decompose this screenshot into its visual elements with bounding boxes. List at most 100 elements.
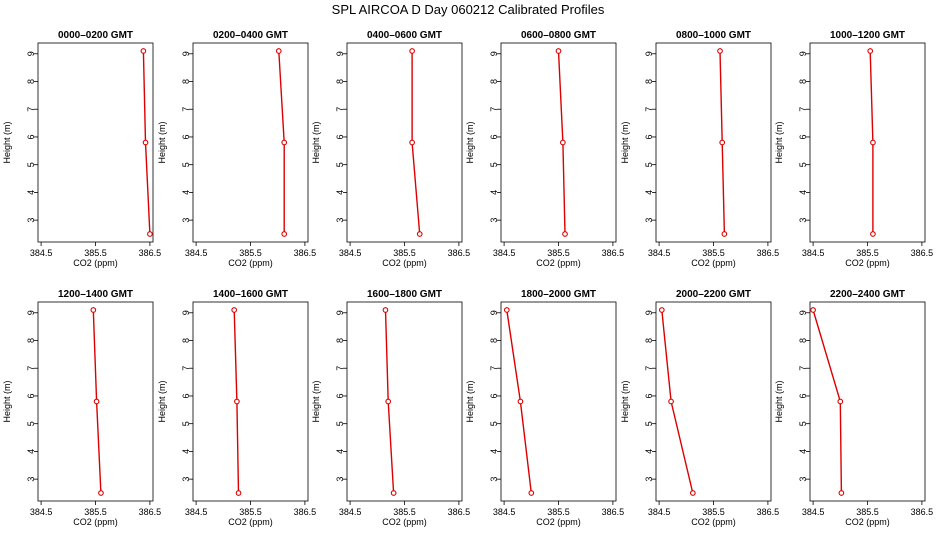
y-tick-label: 7 [335,366,345,371]
x-tick-label: 386.5 [448,507,471,517]
x-tick-label: 384.5 [802,248,825,258]
data-point [90,307,97,313]
x-tick-label: 386.5 [139,248,162,258]
data-point [717,48,723,54]
x-axis-label: CO2 (ppm) [382,517,427,527]
profile-line [812,309,843,494]
data-point [235,490,242,496]
y-tick-label: 7 [798,107,808,112]
data-point [142,139,149,146]
y-axis-label: Height (m) [465,121,475,163]
x-tick-label: 384.5 [648,507,671,517]
x-axis-label: CO2 (ppm) [691,517,736,527]
y-tick-label: 7 [798,366,808,371]
x-tick-label: 384.5 [30,507,53,517]
x-axis-label: CO2 (ppm) [382,258,427,268]
data-point [810,307,816,313]
y-tick-label: 8 [181,79,191,84]
x-axis-label: CO2 (ppm) [228,258,273,268]
y-tick-label: 6 [26,393,36,398]
panel-title: 1200–1400 GMT [58,289,133,300]
plot-frame [346,301,463,502]
x-tick-label: 386.5 [294,248,317,258]
y-tick-label: 6 [489,393,499,398]
y-tick-label: 3 [798,218,808,223]
x-axis-label: CO2 (ppm) [73,258,118,268]
data-point [658,307,665,313]
y-tick-label: 3 [798,477,808,482]
x-tick-label: 386.5 [448,248,471,258]
y-tick-label: 8 [798,79,808,84]
y-tick-label: 3 [644,218,654,223]
y-axis-label: Height (m) [311,380,321,422]
data-point [409,48,415,54]
y-axis-label: Height (m) [465,380,475,422]
x-axis-label: CO2 (ppm) [536,517,581,527]
y-axis-label: Height (m) [157,121,167,163]
x-tick-label: 385.5 [856,507,879,517]
panel-title: 0200–0400 GMT [213,30,288,41]
data-point [281,231,288,237]
panel-12: 2200–2400 GMT 384.5 385.5 386.5 3 4 5 6 7 8 9 CO2 (… [774,289,933,527]
x-tick-label: 385.5 [393,507,416,517]
y-tick-label: 8 [335,338,345,343]
y-tick-label: 4 [335,190,345,195]
y-tick-label: 7 [181,107,191,112]
panel-title: 0600–0800 GMT [521,30,596,41]
y-tick-label: 6 [335,393,345,398]
panel-2: 0200–0400 GMT 384.5 385.5 386.5 3 4 5 6 7 8 9 CO2 (… [157,30,316,268]
x-tick-label: 386.5 [602,507,625,517]
y-tick-label: 4 [798,190,808,195]
plot-frame [192,301,309,502]
y-tick-label: 6 [644,134,654,139]
y-tick-label: 3 [335,218,345,223]
y-tick-label: 5 [26,421,36,426]
x-tick-label: 385.5 [239,507,262,517]
y-axis-label: Height (m) [774,121,784,163]
y-tick-label: 5 [798,421,808,426]
y-tick-label: 9 [644,310,654,315]
x-tick-label: 385.5 [393,248,416,258]
data-point [562,231,568,237]
panel-title: 2000–2200 GMT [676,289,751,300]
x-tick-label: 386.5 [757,507,780,517]
data-point [390,490,397,496]
plot-frame [500,42,617,243]
x-tick-label: 386.5 [911,507,934,517]
y-tick-label: 9 [26,310,36,315]
y-tick-label: 6 [26,134,36,139]
data-point [382,307,389,313]
x-tick-label: 385.5 [547,507,570,517]
y-axis-label: Height (m) [2,121,12,163]
y-tick-label: 7 [644,107,654,112]
y-tick-label: 9 [644,51,654,56]
y-tick-label: 6 [181,134,191,139]
x-axis-label: CO2 (ppm) [73,517,118,527]
x-tick-label: 385.5 [702,248,725,258]
x-tick-label: 385.5 [239,248,262,258]
y-tick-label: 8 [644,338,654,343]
panel-5: 0800–1000 GMT 384.5 385.5 386.5 3 4 5 6 7 8 9 CO2 (… [620,30,779,268]
data-point [689,490,696,496]
data-point [721,231,728,237]
x-tick-label: 385.5 [702,507,725,517]
panel-6: 1000–1200 GMT 384.5 385.5 386.5 3 4 5 6 7 8 9 CO2 (… [774,30,933,268]
profile-line [661,309,694,494]
data-point [838,490,845,496]
y-tick-label: 3 [489,477,499,482]
data-point [503,307,510,313]
panel-9: 1600–1800 GMT 384.5 385.5 386.5 3 4 5 6 7 8 9 CO2 (… [311,289,470,527]
data-point [555,48,562,54]
data-point [147,231,153,237]
data-point [409,139,415,146]
data-point [719,139,726,146]
y-tick-label: 7 [26,107,36,112]
data-point [98,490,104,496]
y-tick-label: 4 [644,190,654,195]
plot-frame [37,42,154,243]
x-tick-label: 384.5 [648,248,671,258]
y-tick-label: 6 [798,393,808,398]
y-axis-label: Height (m) [774,380,784,422]
x-tick-label: 384.5 [185,248,208,258]
y-tick-label: 9 [335,51,345,56]
